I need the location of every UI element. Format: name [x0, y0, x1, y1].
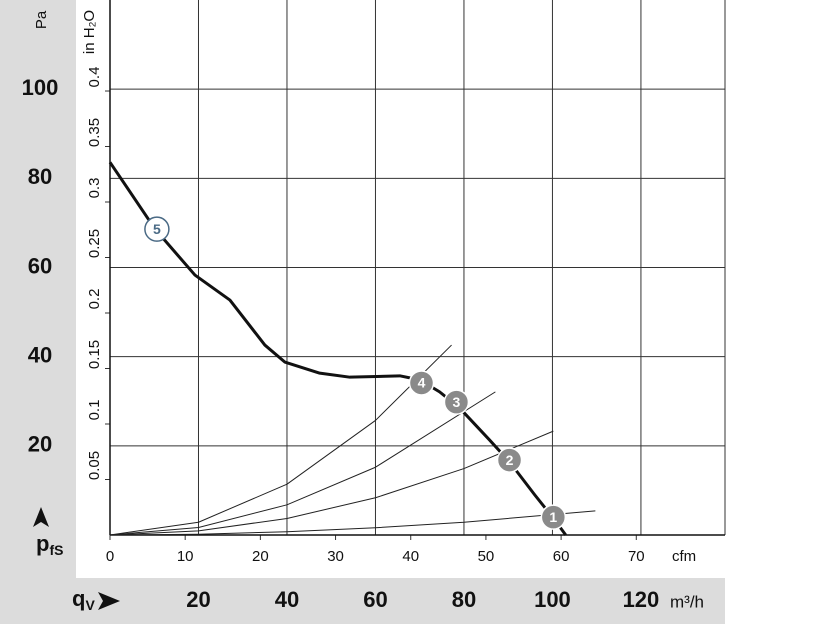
x-tick-label: 20 — [186, 587, 210, 612]
curve — [109, 344, 452, 536]
y2-tick-label: 0.1 — [86, 400, 103, 421]
y2-tick-label: 0.2 — [86, 289, 103, 310]
x2-tick-label: 0 — [106, 548, 114, 565]
y2-tick-label: 0.25 — [86, 229, 103, 258]
y2-tick-label: 0.3 — [86, 178, 103, 199]
x-symbol-sub: V — [85, 597, 95, 613]
curve — [109, 510, 596, 536]
x-arrow — [98, 592, 120, 610]
y2-tick-label: 0.4 — [86, 67, 103, 88]
y-tick-label: 20 — [28, 432, 52, 457]
x2-tick-label: 50 — [478, 548, 495, 565]
y-tick-label: 100 — [22, 75, 59, 100]
x-symbol-main: q — [72, 586, 85, 611]
curve-marker — [496, 447, 523, 473]
curve — [109, 391, 496, 536]
x-tick-label: 40 — [275, 587, 299, 612]
x2-tick-label: 20 — [252, 548, 269, 565]
curve-marker-label: 3 — [453, 394, 461, 410]
curve-marker-label: 4 — [418, 375, 426, 391]
curve-marker-label: 5 — [153, 221, 161, 237]
x-tick-label: 60 — [363, 587, 387, 612]
x2-tick-label: 60 — [553, 548, 570, 565]
y-tick-label: 40 — [28, 342, 52, 367]
x-tick-label: 100 — [534, 587, 571, 612]
curve-marker-label: 2 — [506, 452, 514, 468]
bottom-band — [0, 578, 725, 624]
y2-tick-label: 0.35 — [86, 118, 103, 147]
x2-tick-label: 10 — [177, 548, 194, 565]
y2-tick-label: 0.15 — [86, 340, 103, 369]
curve — [108, 161, 567, 536]
x2-tick-label: 30 — [327, 548, 344, 565]
y-tick-label: 80 — [28, 164, 52, 189]
curve-marker — [408, 370, 435, 396]
curve-marker — [540, 504, 567, 530]
y-symbol-sub: fS — [49, 542, 63, 558]
curve — [109, 430, 554, 536]
curve-marker — [144, 216, 170, 242]
x-axis-label: m³/h — [670, 592, 704, 611]
y-symbol-main: p — [36, 531, 49, 556]
x2-axis-label: cfm — [672, 548, 696, 565]
y2-tick-label: 0.05 — [86, 451, 103, 480]
y2-axis-label: in H₂O — [81, 10, 98, 54]
y-axis-label: Pa — [33, 10, 50, 29]
y-arrow — [33, 507, 49, 527]
x-tick-label: 80 — [452, 587, 476, 612]
y-symbol: pfS — [36, 531, 63, 558]
x2-tick-label: 70 — [628, 548, 645, 565]
curve-marker — [443, 389, 470, 415]
x-symbol: qV — [72, 586, 95, 613]
x-tick-label: 120 — [623, 587, 660, 612]
y-tick-label: 60 — [28, 253, 52, 278]
x2-tick-label: 40 — [402, 548, 419, 565]
curve-marker-label: 1 — [549, 509, 557, 525]
